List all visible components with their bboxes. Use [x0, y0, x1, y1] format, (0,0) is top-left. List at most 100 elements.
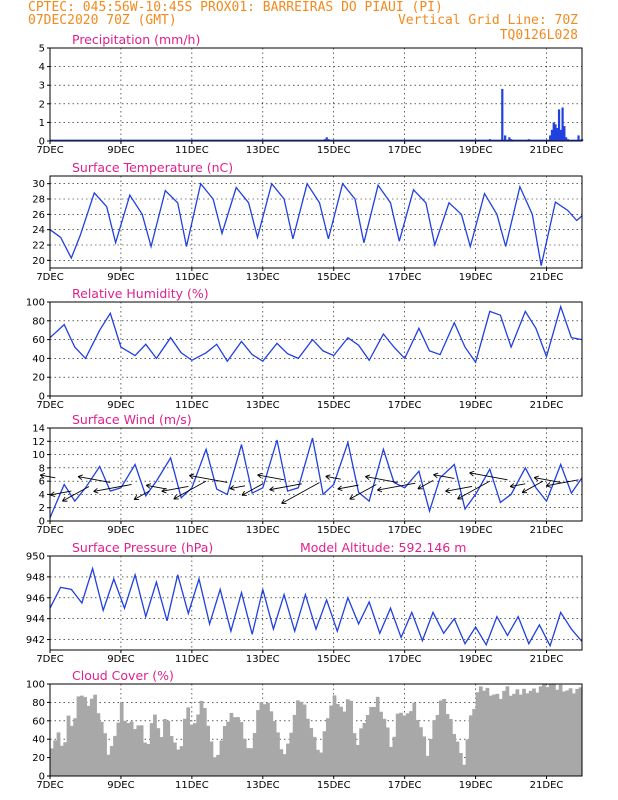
cloud-cover-bar — [518, 694, 523, 776]
cloud-cover-bar — [86, 705, 91, 776]
rh-ytick-label: 100 — [26, 298, 45, 309]
cloud-cover-bar — [199, 700, 204, 776]
precip-ytick-label: 0 — [39, 137, 45, 148]
precip-xtick-label: 15DEC — [317, 145, 351, 156]
cloud-cover-bar — [69, 725, 74, 776]
cloud-cover-bar — [455, 741, 460, 776]
precip-bar — [557, 109, 561, 141]
cloud-cover-bar — [186, 707, 191, 776]
pres-xtick-label: 7DEC — [36, 654, 63, 665]
wind-direction-arrow — [545, 479, 579, 488]
precip-bar — [561, 107, 564, 141]
wind-direction-arrow — [173, 480, 207, 500]
cloud-xtick-label: 7DEC — [36, 780, 63, 791]
cloud-cover-bar — [415, 719, 420, 776]
cloud-cover-bar — [528, 690, 533, 776]
cloud-cover-bar — [262, 704, 267, 776]
cloud-cover-bar — [246, 748, 250, 776]
cloud-cover-bar — [578, 687, 583, 776]
cloud-cover-bar — [202, 707, 207, 776]
cloud-cover-bar — [156, 728, 161, 776]
cloud-cover-bar — [139, 725, 144, 776]
wind-ytick-label: 8 — [39, 463, 45, 474]
wind-ytick-label: 10 — [32, 450, 45, 461]
cloud-cover-bar — [299, 701, 304, 776]
precip-bar — [563, 126, 566, 141]
cloud-cover-bar — [163, 719, 167, 776]
cloud-cover-bar — [309, 728, 314, 776]
precip-ytick-label: 1 — [39, 118, 45, 129]
cloud-cover-bar — [316, 749, 320, 776]
wind-frame — [49, 427, 583, 522]
temp-ytick-label: 30 — [32, 179, 45, 190]
cloud-cover-bar — [59, 745, 64, 776]
wind-ytick-label: 14 — [32, 424, 45, 435]
wind-direction-arrow — [257, 472, 285, 481]
cloud-cover-bar — [232, 717, 237, 776]
wind-series-line — [49, 437, 583, 518]
wind-direction-arrow — [77, 474, 111, 483]
precip-bar — [550, 129, 554, 141]
cloud-cover-bar — [412, 702, 417, 776]
cloud-cover-bar — [505, 686, 510, 776]
cloud-xtick-label: 21DEC — [530, 780, 564, 791]
cloud-cover-bar — [266, 702, 270, 776]
wind-ytick-label: 12 — [32, 437, 45, 448]
cloud-cover-bar — [488, 695, 493, 776]
precip-ytick-label: 5 — [39, 44, 45, 55]
cloud-cover-bar — [485, 687, 490, 776]
precip-xtick-label: 13DEC — [246, 145, 280, 156]
cloud-cover-bar — [279, 749, 284, 776]
cloud-cover-bar — [392, 736, 397, 776]
cloud-cover-bar — [369, 707, 373, 776]
cloud-cover-bar — [133, 729, 137, 776]
cloud-cover-bar — [312, 736, 317, 776]
cloud-cover-bar — [345, 699, 350, 776]
cloud-cover-bar — [99, 721, 104, 776]
precip-frame — [49, 47, 583, 142]
pres-ytick-label: 942 — [26, 635, 45, 646]
cloud-cover-bar — [109, 746, 114, 776]
cloud-cover-bar — [462, 764, 467, 776]
cloud-cover-bar — [439, 700, 443, 776]
cloud-cover-bar — [66, 715, 71, 776]
cloud-cover-bar — [542, 684, 546, 776]
rh-ytick-label: 20 — [32, 373, 45, 384]
cloud-ytick-label: 40 — [32, 735, 45, 746]
cloud-cover-bar — [355, 744, 360, 776]
precip-xtick-label: 9DEC — [107, 145, 134, 156]
cloud-cover-bar — [106, 754, 111, 776]
cloud-cover-bar — [63, 742, 68, 776]
cloud-ytick-label: 60 — [32, 716, 45, 727]
cloud-cover-bar — [306, 718, 310, 776]
cloud-cover-bar — [239, 722, 244, 776]
cloud-cover-bar — [136, 725, 141, 776]
cloud-cover-bar — [555, 689, 560, 776]
cloud-cover-bar — [352, 733, 357, 776]
precip-bar — [554, 124, 557, 141]
pres-ytick-label: 950 — [26, 552, 45, 563]
pres-xtick-label: 11DEC — [175, 654, 209, 665]
pres-frame — [49, 555, 583, 651]
cloud-cover-bar — [359, 728, 363, 776]
wind-xtick-label: 9DEC — [107, 525, 134, 536]
cloud-cover-bar — [286, 743, 290, 776]
cloud-cover-bar — [319, 752, 324, 776]
pres-xtick-label: 9DEC — [107, 654, 134, 665]
cloud-xtick-label: 15DEC — [317, 780, 351, 791]
cloud-cover-bar — [575, 688, 580, 776]
cloud-cover-bar — [79, 695, 84, 776]
precip-panel-title: Precipitation (mm/h) — [72, 32, 200, 47]
wind-ytick-label: 4 — [39, 490, 45, 501]
cloud-cover-bar — [409, 711, 413, 776]
temp-xtick-label: 15DEC — [317, 272, 351, 283]
cloud-cover-bar — [532, 688, 536, 776]
cloud-cover-bar — [325, 718, 330, 776]
cloud-cover-bar — [226, 721, 230, 776]
cloud-cover-bar — [252, 733, 257, 776]
cloud-cover-bar — [565, 690, 570, 776]
cloud-cover-bar — [375, 696, 380, 776]
rh-series-line — [49, 304, 583, 364]
wind-direction-arrow — [133, 490, 150, 500]
rh-panel-title: Relative Humidity (%) — [72, 286, 209, 301]
